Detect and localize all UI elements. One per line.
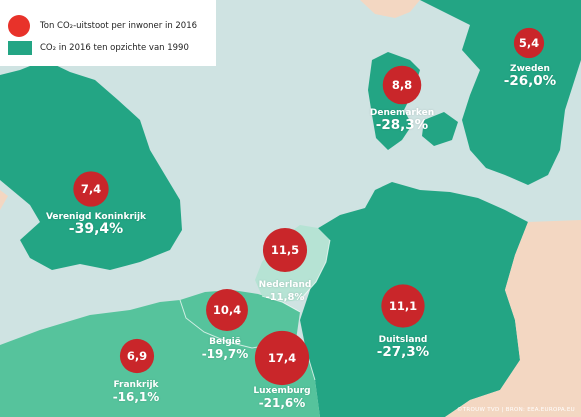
bubble-value-duitsland: 11,1 bbox=[388, 299, 418, 313]
country-change-denemarken: -28,3% bbox=[375, 117, 429, 133]
label-denemarken: Denemarken -28,3% bbox=[356, 108, 448, 133]
legend-row-bubble: Ton CO₂-uitstoot per inwoner in 2016 bbox=[8, 15, 197, 37]
country-name-luxemburg: Luxemburg bbox=[253, 386, 311, 396]
bubble-value-denemarken: 8,8 bbox=[391, 78, 413, 92]
bubble-frankrijk bbox=[119, 338, 155, 374]
legend-area-swatch bbox=[8, 41, 32, 55]
label-duitsland: Duitsland -27,3% bbox=[357, 335, 449, 360]
country-change-nederland: -11,8% bbox=[265, 292, 305, 303]
bubble-value-nederland: 11,5 bbox=[270, 243, 300, 257]
country-name-duitsland: Duitsland bbox=[378, 335, 428, 345]
legend-bubble-swatch bbox=[8, 15, 30, 37]
legend-area-label: CO₂ in 2016 ten opzichte van 1990 bbox=[40, 43, 189, 53]
country-change-luxemburg: -21,6% bbox=[258, 396, 306, 410]
label-luxemburg: Luxemburg -21,6% bbox=[237, 386, 327, 411]
island-denemarken bbox=[422, 112, 458, 146]
bubble-nederland bbox=[262, 227, 308, 273]
bubble-luxemburg bbox=[254, 330, 310, 386]
label-frankrijk: Frankrijk -16,1% bbox=[96, 380, 176, 405]
country-shape-zweden bbox=[420, 0, 581, 185]
country-change-vk: -39,4% bbox=[68, 221, 124, 237]
legend: Ton CO₂-uitstoot per inwoner in 2016 CO₂… bbox=[0, 0, 216, 66]
land-oost bbox=[445, 220, 581, 417]
bubble-value-frankrijk: 6,9 bbox=[126, 349, 148, 363]
bubble-belgie bbox=[206, 289, 248, 331]
label-belgie: België -19,7% bbox=[195, 337, 255, 362]
bubble-value-vk: 7,4 bbox=[80, 182, 102, 196]
label-zweden: Zweden -26,0% bbox=[484, 64, 576, 89]
country-name-belgie: België bbox=[209, 337, 241, 347]
country-shape-frankrijk bbox=[0, 300, 320, 417]
country-name-zweden: Zweden bbox=[510, 64, 550, 74]
bubble-value-luxemburg: 17,4 bbox=[267, 351, 297, 365]
country-name-denemarken: Denemarken bbox=[369, 108, 435, 118]
bubble-value-belgie: 10,4 bbox=[212, 303, 242, 317]
country-name-nederland: Nederland bbox=[258, 280, 312, 290]
label-vk: Verenigd Koninkrijk -39,4% bbox=[36, 212, 156, 237]
country-change-duitsland: -27,3% bbox=[376, 344, 430, 360]
country-shape-vk bbox=[0, 60, 182, 270]
legend-bubble-label: Ton CO₂-uitstoot per inwoner in 2016 bbox=[40, 21, 198, 31]
land-norway bbox=[360, 0, 420, 18]
country-change-frankrijk: -16,1% bbox=[112, 390, 160, 404]
legend-row-area: CO₂ in 2016 ten opzichte van 1990 bbox=[8, 41, 189, 55]
bubble-duitsland bbox=[381, 284, 425, 328]
country-name-frankrijk: Frankrijk bbox=[113, 380, 159, 390]
bubble-vk bbox=[73, 171, 109, 207]
bubble-denemarken bbox=[382, 65, 422, 105]
bubble-layer bbox=[73, 27, 545, 386]
country-change-zweden: -26,0% bbox=[503, 73, 557, 89]
land-ierland-2 bbox=[0, 190, 8, 210]
source-credit: ©TROUW TVD | BRON: EEA.EUROPA.EU bbox=[456, 407, 575, 413]
label-nederland: Nederland -11,8% bbox=[240, 280, 330, 305]
country-name-vk: Verenigd Koninkrijk bbox=[45, 212, 147, 222]
country-change-belgie: -19,7% bbox=[201, 347, 249, 361]
bubble-value-zweden: 5,4 bbox=[518, 36, 540, 50]
bubble-zweden bbox=[513, 27, 545, 59]
